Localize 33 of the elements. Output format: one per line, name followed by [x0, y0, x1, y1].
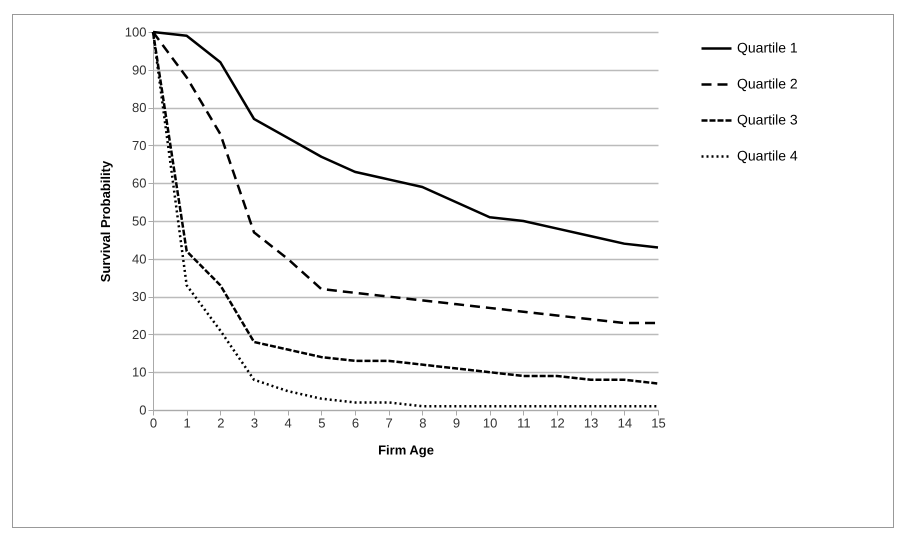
x-tick-label: 13 — [584, 416, 598, 430]
y-tick-label: 90 — [132, 62, 146, 78]
legend-label: Quartile 1 — [737, 40, 798, 56]
y-tick-label: 100 — [124, 24, 146, 40]
legend-label: Quartile 4 — [737, 148, 798, 164]
x-tick-label: 7 — [386, 416, 393, 430]
y-tick-label: 10 — [132, 364, 146, 380]
x-tick-label: 8 — [419, 416, 426, 430]
y-tick-label: 50 — [132, 214, 146, 228]
y-tick-label: 30 — [132, 289, 146, 304]
x-tick-label: 5 — [318, 416, 326, 430]
x-tick-label: 15 — [651, 416, 666, 430]
y-tick-label: 70 — [132, 138, 146, 153]
x-axis-title: Firm Age — [378, 442, 434, 458]
x-tick-label: 10 — [482, 416, 498, 430]
y-tick-label: 20 — [132, 326, 146, 342]
x-tick-label: 11 — [517, 416, 531, 430]
y-tick-label: 40 — [132, 251, 146, 266]
x-tick-label: 1 — [184, 416, 191, 430]
x-tick-label: 6 — [352, 416, 360, 430]
x-tick-label: 3 — [250, 416, 258, 430]
y-tick-label: 0 — [139, 402, 146, 418]
x-tick-label: 0 — [150, 416, 158, 430]
y-tick-label: 80 — [132, 100, 146, 116]
x-tick-label: 9 — [452, 416, 460, 430]
y-axis-title: Survival Probability — [98, 160, 113, 282]
legend-label: Quartile 3 — [737, 112, 798, 128]
y-tick-label: 60 — [132, 176, 146, 191]
x-tick-label: 2 — [217, 416, 224, 430]
x-tick-label: 12 — [550, 416, 565, 430]
x-tick-label: 4 — [284, 416, 292, 430]
legend-label: Quartile 2 — [737, 76, 798, 92]
x-tick-label: 14 — [618, 416, 632, 430]
